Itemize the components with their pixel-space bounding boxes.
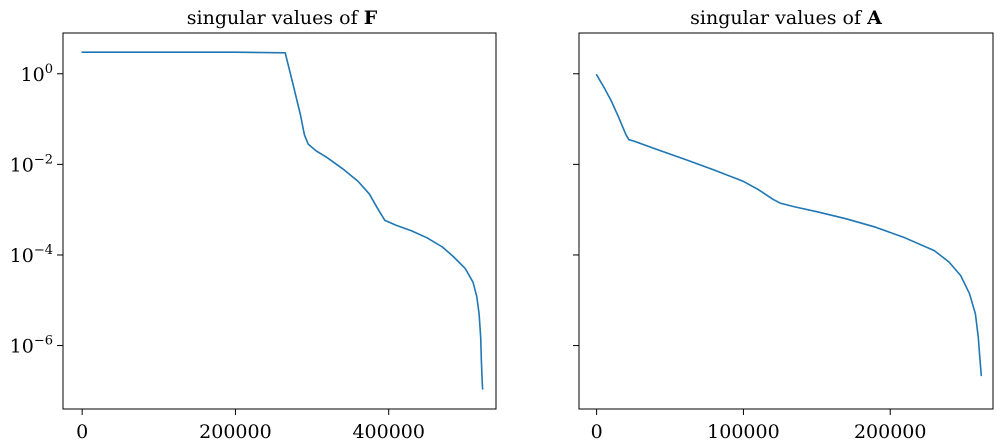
x-ticks-f: 0 200000 400000	[76, 409, 425, 443]
series-f	[81, 51, 484, 390]
y-ticks-a	[573, 73, 579, 347]
chart-title-a: singular values of A	[690, 7, 882, 29]
chart-title-f-symbol: F	[364, 7, 378, 29]
x-tick-label: 100000	[707, 421, 780, 443]
x-tick-label: 0	[76, 421, 88, 443]
subplot-f: singular values of F 0 200000 400000 10010…	[10, 7, 497, 443]
y-tick-label: 10−6	[10, 334, 53, 358]
y-tick-label: 100	[21, 62, 53, 86]
x-tick-label: 200000	[854, 421, 927, 443]
series-line	[595, 74, 983, 377]
y-tick-label: 10−2	[10, 152, 53, 176]
y-tick-label: 10−4	[10, 243, 53, 267]
chart-title-f-prefix: singular values of	[187, 7, 364, 29]
x-tick-label: 0	[591, 421, 603, 443]
plot-frame-a	[578, 32, 994, 410]
chart-title-a-prefix: singular values of	[690, 7, 867, 29]
series-line	[81, 51, 484, 390]
series-a	[595, 74, 983, 377]
x-tick-label: 400000	[352, 421, 425, 443]
chart-title-a-symbol: A	[866, 7, 882, 29]
plot-frame-f	[62, 32, 497, 410]
y-ticks-f: 100 10−2 10−4 10−6	[10, 62, 63, 358]
x-ticks-a: 0 100000 200000	[591, 409, 927, 443]
chart-title-f: singular values of F	[187, 7, 378, 29]
subplot-a: singular values of A 0 100000 200000	[573, 7, 994, 443]
x-tick-label: 200000	[199, 421, 272, 443]
